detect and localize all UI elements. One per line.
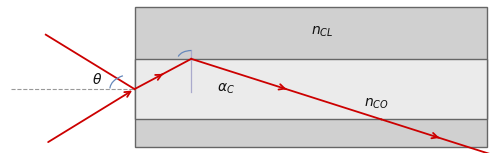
- Text: $n_{CL}$: $n_{CL}$: [311, 24, 333, 39]
- Text: $\alpha_C$: $\alpha_C$: [217, 82, 235, 96]
- Bar: [134, 59, 487, 119]
- Bar: [134, 7, 487, 147]
- Text: $\theta$: $\theta$: [92, 72, 103, 87]
- Text: $n_{CO}$: $n_{CO}$: [364, 97, 389, 111]
